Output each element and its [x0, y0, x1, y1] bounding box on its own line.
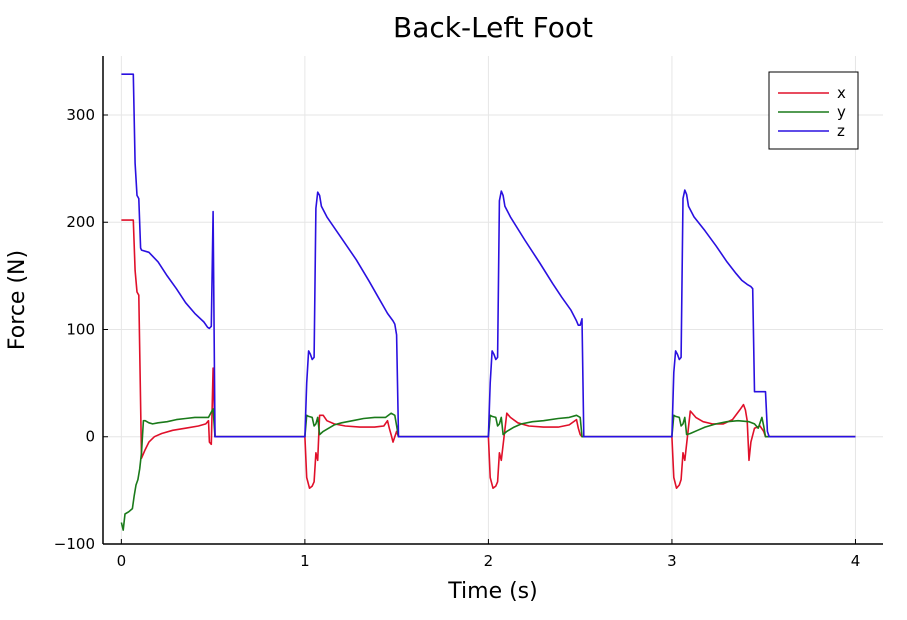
y-tick-label: −100 — [54, 535, 95, 553]
y-tick-label: 300 — [66, 106, 95, 124]
y-tick-label: 200 — [66, 213, 95, 231]
axes — [102, 56, 883, 545]
legend-label-z: z — [837, 122, 845, 140]
legend-label-x: x — [837, 84, 846, 102]
x-tick-label: 1 — [300, 552, 310, 570]
chart-title: Back-Left Foot — [393, 11, 593, 44]
legend-label-y: y — [837, 103, 846, 121]
x-tick-label: 2 — [484, 552, 494, 570]
x-tick-label: 4 — [851, 552, 861, 570]
y-tick-label: 0 — [85, 428, 95, 446]
x-axis-label: Time (s) — [447, 579, 537, 604]
legend: xyz — [768, 71, 859, 150]
y-tick-label: 100 — [66, 320, 95, 338]
grid — [103, 56, 883, 545]
ticks: 0 1 2 3 4 −100 0 100 200 300 — [54, 106, 860, 570]
x-tick-label: 3 — [667, 552, 677, 570]
series-line-z — [121, 73, 856, 438]
x-tick-label: 0 — [117, 552, 127, 570]
legend-box — [768, 71, 859, 150]
y-axis-label: Force (N) — [5, 250, 30, 350]
series-lines — [120, 73, 856, 531]
